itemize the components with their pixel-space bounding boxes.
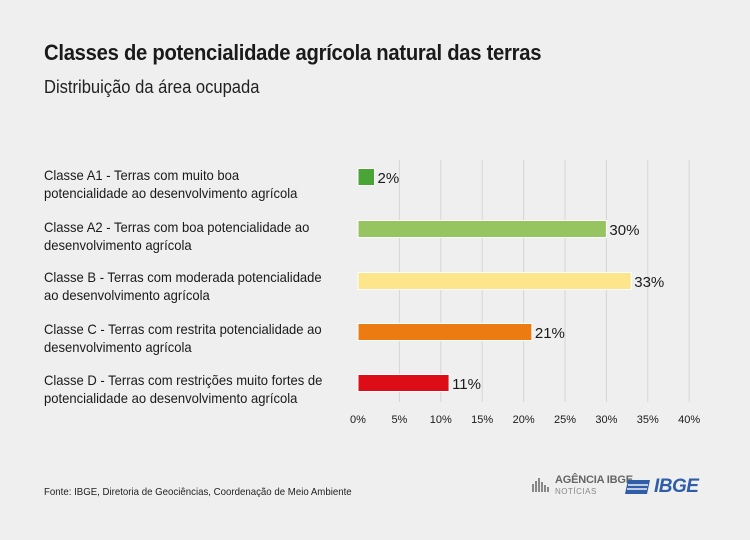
ibge-logo-text: IBGE — [654, 476, 699, 497]
x-tick-label: 10% — [430, 414, 452, 426]
source-note: Fonte: IBGE, Diretoria de Geociências, C… — [44, 486, 352, 498]
bar — [357, 220, 607, 238]
x-tick-label: 15% — [471, 414, 493, 426]
x-tick-label: 20% — [513, 414, 535, 426]
bar-value-label: 21% — [535, 325, 565, 342]
chart-subtitle: Distribuição da área ocupada — [44, 77, 260, 97]
bar-value-label: 30% — [609, 222, 639, 239]
agencia-ibge-logo: AGÊNCIA IBGE NOTÍCIAS — [531, 475, 633, 496]
category-label-a1: Classe A1 - Terras com muito boa potenci… — [44, 167, 298, 201]
x-tick-label: 0% — [350, 414, 366, 426]
bar-value-label: 2% — [378, 170, 400, 187]
x-tick-label: 5% — [391, 414, 407, 426]
agencia-logo-text: AGÊNCIA IBGE — [555, 474, 633, 486]
ibge-logo: IBGE — [625, 476, 699, 498]
x-tick-label: 30% — [595, 414, 617, 426]
bar-value-label: 11% — [452, 376, 481, 393]
agencia-ibge-icon — [532, 477, 549, 492]
category-label-b: Classe B - Terras com moderada potencial… — [44, 269, 322, 303]
category-label-a2: Classe A2 - Terras com boa potencialidad… — [44, 219, 310, 253]
chart-title: Classes de potencialidade agrícola natur… — [44, 40, 542, 65]
bar — [357, 374, 450, 392]
bar-value-label: 33% — [634, 274, 664, 291]
x-tick-label: 35% — [637, 414, 659, 426]
bar — [357, 323, 533, 341]
ibge-emblem-icon — [625, 480, 650, 494]
agencia-logo-subtext: NOTÍCIAS — [555, 487, 597, 496]
x-tick-label: 40% — [678, 414, 700, 426]
bar — [357, 168, 376, 186]
bar — [357, 272, 632, 290]
category-label-d: Classe D - Terras com restrições muito f… — [44, 372, 323, 406]
x-tick-label: 25% — [554, 414, 576, 426]
category-label-c: Classe C - Terras com restrita potencial… — [44, 321, 322, 355]
